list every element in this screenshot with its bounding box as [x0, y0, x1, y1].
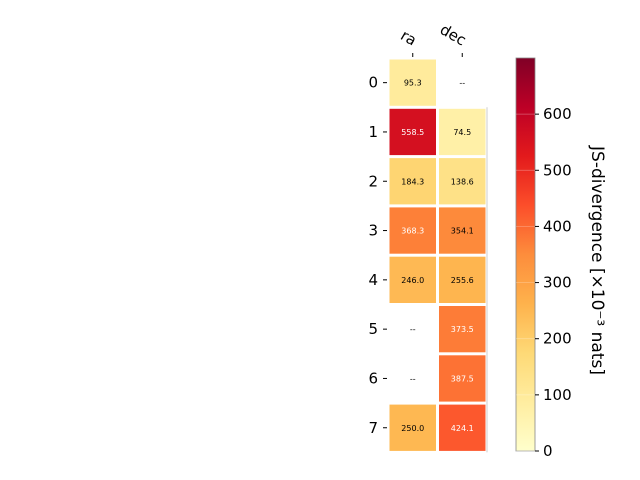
colorbar-tick-label: 600: [543, 105, 572, 123]
colorbar-tick-label: 500: [543, 161, 572, 179]
heatmap-cell: [439, 158, 486, 205]
row-label: 3: [368, 222, 378, 240]
colorbar-tick-label: 300: [543, 274, 572, 292]
heatmap-cell: [389, 256, 436, 303]
column-label: dec: [437, 20, 469, 49]
cell-value-label: --: [459, 79, 465, 88]
cell-value-label: 387.5: [451, 374, 474, 383]
heatmap-cell: [389, 108, 436, 156]
cell-value-label: --: [410, 325, 416, 334]
cell-value-label: 368.3: [401, 227, 424, 236]
colorbar-tick-label: 0: [543, 442, 553, 460]
heatmap-cell: [439, 108, 486, 156]
colorbar-tick-label: 200: [543, 330, 572, 348]
heatmap-cell: [439, 404, 486, 451]
heatmap-cell: [439, 207, 486, 254]
row-label: 2: [368, 172, 378, 190]
cell-value-label: 74.5: [453, 128, 471, 137]
column-labels: ra dec: [397, 20, 469, 57]
colorbar-label: JS-divergence [×10⁻³ nats]: [587, 145, 607, 375]
cell-value-label: 558.5: [401, 128, 424, 137]
colorbar-tick-label: 400: [543, 217, 572, 235]
heatmap-grid: 95.3 -- 558.5 74.5 184.3 138.6 368.3 354.1 246.0…: [389, 59, 488, 453]
cell-value-label: 354.1: [451, 227, 474, 236]
colorbar-gradient: [515, 57, 536, 452]
colorbar: 0 100 200 300 400 500 600 JS-divergence [×10⁻³ …: [515, 57, 607, 460]
cell-value-label: 95.3: [404, 79, 422, 88]
row-label: 7: [368, 419, 378, 437]
cell-value-label: --: [410, 374, 416, 383]
heatmap-cell: [389, 158, 436, 205]
heatmap-cell: [389, 59, 436, 106]
colorbar-tick-label: 100: [543, 386, 572, 404]
cell-value-label: 373.5: [451, 325, 474, 334]
row-label: 1: [368, 123, 378, 141]
heatmap-cell: [439, 355, 486, 402]
cell-value-label: 250.0: [401, 424, 424, 433]
cell-value-label: 424.1: [451, 424, 474, 433]
row-label: 6: [368, 369, 378, 387]
heatmap-cell: [389, 404, 436, 451]
column-label: ra: [397, 26, 419, 49]
row-label: 0: [368, 74, 378, 92]
cell-value-label: 255.6: [451, 276, 474, 285]
row-label: 4: [368, 271, 378, 289]
row-labels: 0 1 2 3 4 5 6 7: [368, 74, 387, 437]
row-label: 5: [368, 320, 378, 338]
cell-value-label: 246.0: [401, 276, 424, 285]
heatmap-cell: [439, 306, 486, 353]
heatmap-cell: [389, 207, 436, 254]
cell-value-label: 138.6: [451, 177, 474, 186]
heatmap-cell: [439, 256, 486, 303]
cell-value-label: 184.3: [401, 177, 424, 186]
